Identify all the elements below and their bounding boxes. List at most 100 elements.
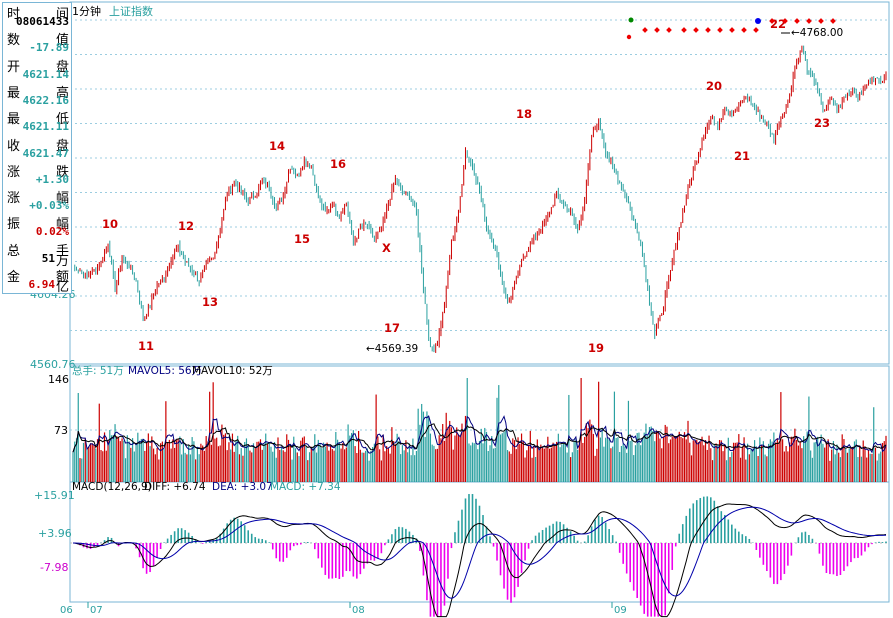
info-label: 金 bbox=[7, 270, 21, 285]
signal-dot bbox=[818, 18, 824, 24]
wave-label: 11 bbox=[138, 339, 154, 353]
macd-legend: DEA: +3.07 bbox=[212, 481, 273, 493]
signal-dot bbox=[626, 34, 632, 40]
signal-dot bbox=[717, 27, 723, 33]
x-tick: 09 bbox=[614, 605, 627, 616]
signal-dot bbox=[628, 17, 634, 23]
macd-legend: MACD(12,26,9) bbox=[72, 481, 152, 493]
wave-label: 20 bbox=[706, 79, 722, 93]
info-label: 额 bbox=[55, 270, 69, 285]
x-tick: 07 bbox=[90, 605, 103, 616]
macd-tick: +15.91 bbox=[34, 489, 75, 502]
signal-dot bbox=[666, 27, 672, 33]
info-label: 最 bbox=[7, 112, 21, 128]
volume-legend: MAVOL10: 52万 bbox=[192, 365, 273, 377]
signal-dot bbox=[654, 27, 660, 33]
info-row: 涨 跌 +1.30 bbox=[3, 161, 71, 186]
info-row: 收 盘 4621.47 bbox=[3, 135, 71, 160]
info-label: 涨 bbox=[7, 191, 21, 207]
mavol10-line bbox=[72, 423, 887, 453]
info-value: -17.89 bbox=[29, 41, 69, 55]
macd-tick: -7.98 bbox=[40, 561, 68, 574]
signal-dot bbox=[729, 27, 735, 33]
macd-tick: +3.96 bbox=[38, 527, 72, 540]
info-row: 时 间 08061433 bbox=[3, 3, 71, 28]
dea-line bbox=[72, 506, 887, 599]
info-label: 幅 bbox=[55, 191, 69, 207]
info-row: 最 低 4621.11 bbox=[3, 108, 71, 134]
info-row: 总 手 51 万 bbox=[3, 240, 71, 269]
info-value: +0.03% bbox=[29, 199, 69, 213]
info-row: 金 额 6.94 亿 bbox=[3, 266, 71, 295]
signal-dot bbox=[741, 27, 747, 33]
info-label: 幅 bbox=[55, 217, 69, 233]
macd-legend: MACD: +7.34 bbox=[270, 481, 341, 493]
info-value: 6.94 bbox=[28, 278, 56, 291]
info-unit: 万 bbox=[55, 253, 69, 269]
wave-label: 10 bbox=[102, 217, 118, 231]
signal-dot bbox=[782, 18, 788, 24]
x-tick: 08 bbox=[352, 605, 365, 616]
info-unit: 亿 bbox=[55, 280, 69, 295]
high-label: ←4768.00 bbox=[791, 27, 843, 39]
info-label: 跌 bbox=[55, 164, 69, 180]
info-label: 振 bbox=[7, 217, 21, 233]
info-value: 4621.11 bbox=[22, 120, 69, 134]
wave-label: 17 bbox=[384, 321, 400, 335]
wave-label: X bbox=[382, 241, 391, 255]
signal-dots bbox=[626, 17, 836, 40]
info-label: 收 bbox=[7, 138, 21, 154]
wave-label: 18 bbox=[516, 107, 532, 121]
x-tick: 06 bbox=[60, 605, 73, 616]
info-label: 盘 bbox=[55, 138, 69, 154]
volume-tick: 73 bbox=[54, 424, 68, 437]
info-value: 51 bbox=[41, 251, 55, 265]
mavol5-line bbox=[72, 415, 887, 454]
info-panel: 时间 08061433 数值 -17.89 开盘 4621.14 最高 4622.16 最低 46… bbox=[2, 2, 72, 295]
macd-legend: DIFF: +6.74 bbox=[144, 481, 206, 493]
macd-series bbox=[72, 494, 887, 618]
info-label: 开 bbox=[7, 59, 21, 75]
wave-label: 16 bbox=[330, 157, 346, 171]
info-value: 4621.47 bbox=[22, 146, 69, 160]
info-label: 最 bbox=[7, 85, 21, 101]
info-value: 08061433 bbox=[16, 15, 69, 28]
info-label: 低 bbox=[55, 112, 69, 128]
info-value: 0.02% bbox=[35, 225, 69, 239]
index-name[interactable]: 上证指数 bbox=[109, 5, 153, 18]
wave-label: 21 bbox=[734, 149, 750, 163]
signal-dot bbox=[755, 18, 761, 24]
info-label: 手 bbox=[55, 243, 69, 259]
info-value: 4622.16 bbox=[22, 93, 69, 107]
info-row: 最 高 4622.16 bbox=[3, 82, 71, 107]
info-label: 间 bbox=[55, 7, 69, 22]
wave-label: 12 bbox=[178, 219, 194, 233]
info-label: 总 bbox=[7, 243, 21, 259]
volume-tick: 146 bbox=[48, 373, 69, 386]
wave-label: 13 bbox=[202, 295, 218, 309]
info-value: 4621.14 bbox=[22, 67, 69, 81]
wave-label: 19 bbox=[588, 341, 604, 355]
info-row: 振 幅 0.02% bbox=[3, 213, 71, 239]
volume-series bbox=[72, 378, 887, 482]
signal-dot bbox=[705, 27, 711, 33]
signal-dot bbox=[681, 27, 687, 33]
signal-dot bbox=[830, 18, 836, 24]
info-label: 数 bbox=[7, 33, 21, 49]
signal-dot bbox=[642, 27, 648, 33]
info-label: 高 bbox=[55, 85, 69, 101]
info-label: 值 bbox=[55, 33, 69, 49]
wave-label: 15 bbox=[294, 232, 310, 246]
signal-dot bbox=[693, 27, 699, 33]
signal-dot bbox=[794, 18, 800, 24]
signal-dot bbox=[753, 27, 759, 33]
signal-dot bbox=[806, 18, 812, 24]
info-row: 数 值 -17.89 bbox=[3, 29, 71, 55]
info-label: 涨 bbox=[7, 164, 21, 180]
info-label: 时 bbox=[7, 7, 21, 22]
candle-series bbox=[74, 45, 887, 353]
wave-label: 23 bbox=[814, 116, 830, 130]
period-label[interactable]: 1分钟 bbox=[72, 5, 101, 18]
